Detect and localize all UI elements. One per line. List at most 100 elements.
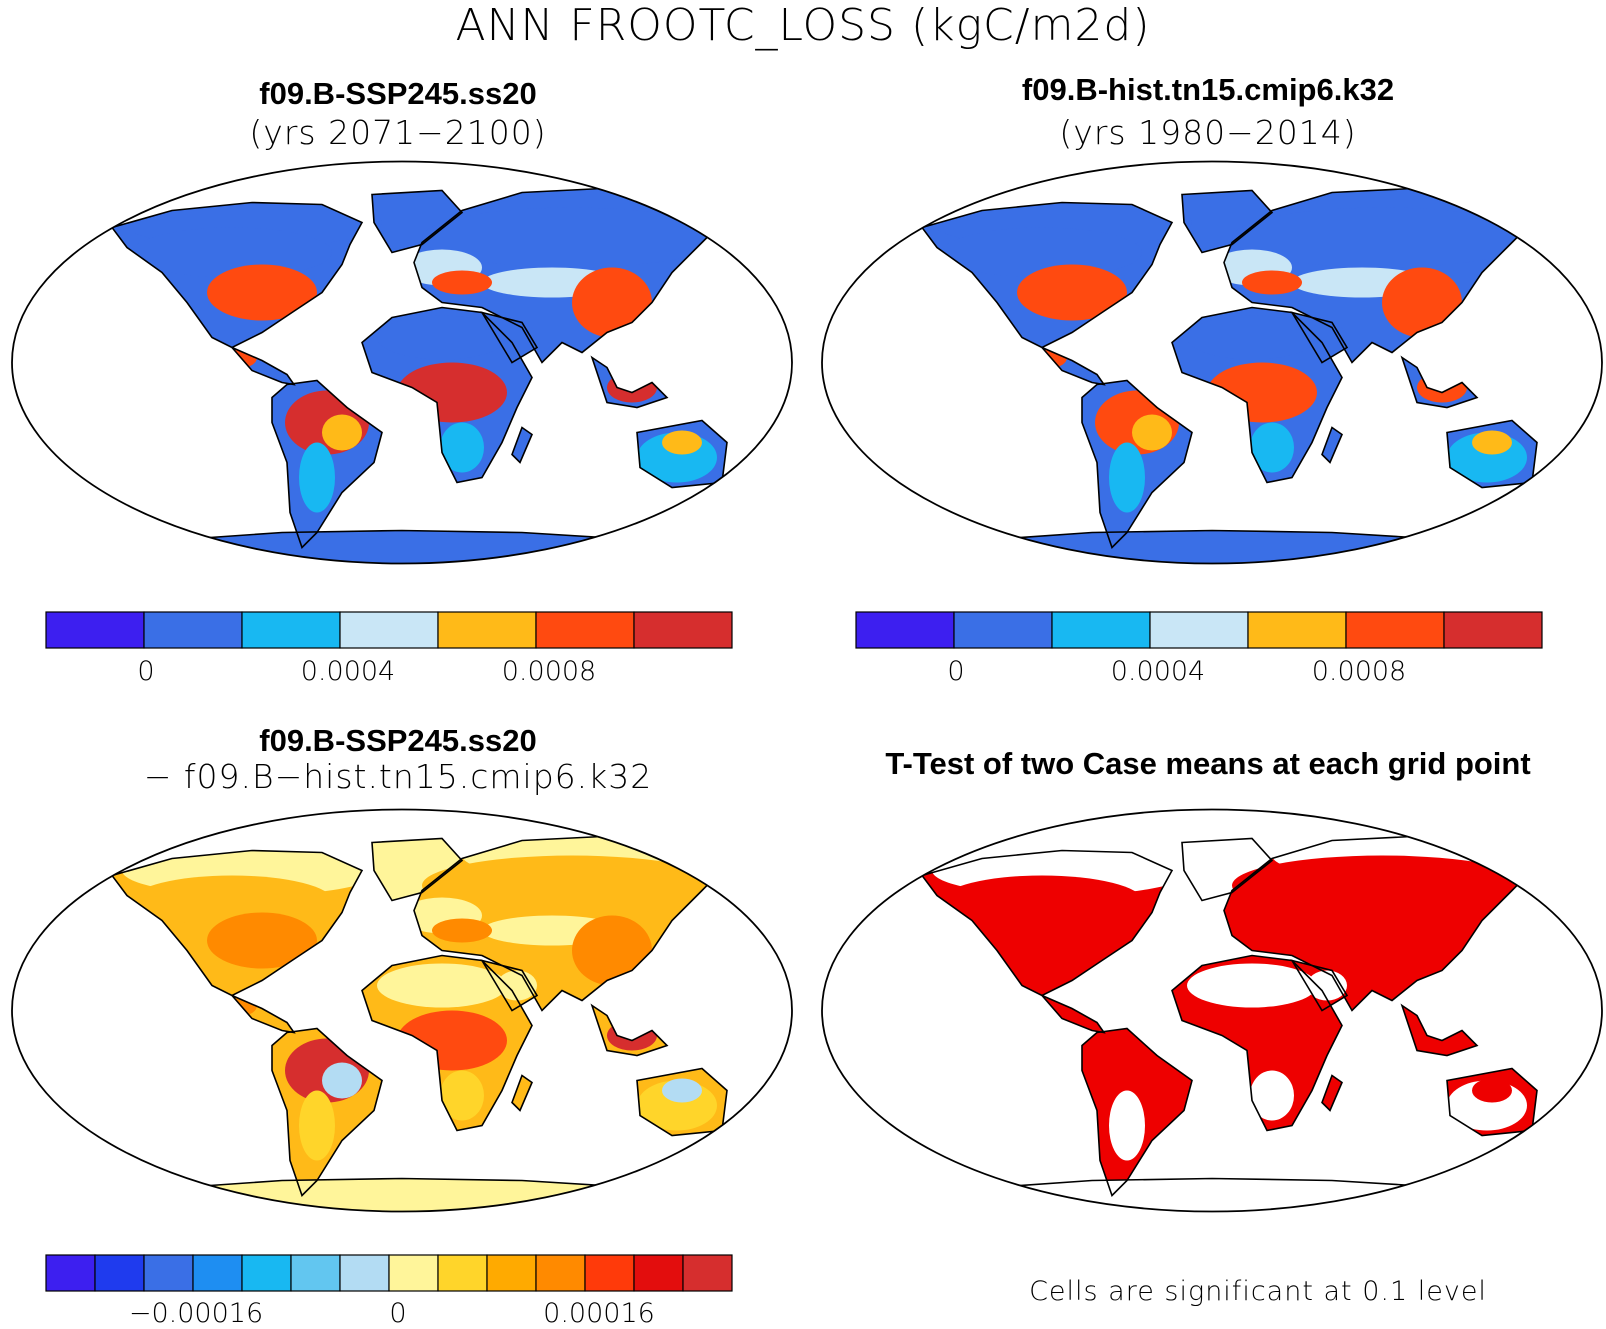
colorbar-swatch bbox=[535, 611, 635, 649]
colorbar-swatch bbox=[290, 1254, 341, 1292]
map-border bbox=[11, 808, 793, 1213]
coastline-africa bbox=[361, 306, 533, 484]
colorbar-swatch bbox=[437, 611, 537, 649]
coastline-madagascar bbox=[511, 1074, 533, 1112]
land-greenland bbox=[372, 190, 462, 253]
field-region bbox=[1232, 855, 1532, 916]
colorbar-swatch bbox=[437, 1254, 488, 1292]
coastline-arabia bbox=[1290, 311, 1349, 364]
field-region bbox=[662, 1078, 702, 1103]
field-region bbox=[942, 875, 1142, 926]
coastline-antarctica bbox=[976, 529, 1463, 564]
colorbar-top-right-tick: 0.0008 bbox=[1311, 656, 1407, 687]
colorbar-swatch bbox=[486, 1254, 537, 1292]
coastline-madagascar bbox=[511, 426, 533, 464]
coastline-antarctica bbox=[166, 1177, 653, 1212]
coastline-namerica bbox=[920, 849, 1174, 997]
significance-note: Cells are significant at 0.1 level bbox=[1029, 1276, 1487, 1307]
field-region bbox=[322, 1062, 362, 1099]
coastline-antarctica bbox=[166, 529, 653, 564]
field-region bbox=[1250, 422, 1294, 473]
map-border bbox=[11, 160, 793, 565]
map-top-right bbox=[821, 160, 1603, 565]
field-region bbox=[207, 264, 317, 321]
field-region bbox=[1232, 207, 1532, 268]
colorbar-swatch bbox=[339, 611, 439, 649]
panel-bottom-left-subtitle: − f09.B−hist.tn15.cmip6.k32 bbox=[143, 757, 653, 796]
field-region bbox=[1242, 270, 1302, 295]
colorbar-swatch bbox=[143, 1254, 194, 1292]
field-region bbox=[377, 315, 507, 360]
colorbar-swatch bbox=[45, 611, 145, 649]
field-region bbox=[1132, 1062, 1172, 1099]
colorbar-swatch bbox=[584, 1254, 635, 1292]
field-region bbox=[1109, 1090, 1145, 1161]
colorbar-top-right-tick: 0.0004 bbox=[1110, 656, 1206, 687]
colorbar-swatch bbox=[1051, 611, 1151, 649]
panel-top-left-years: (yrs 2071−2100) bbox=[249, 113, 547, 152]
field-region bbox=[1017, 912, 1127, 969]
colorbar-swatch bbox=[633, 611, 733, 649]
coastline-africa bbox=[1171, 954, 1343, 1132]
field-region bbox=[207, 912, 317, 969]
coastline-camerica bbox=[1041, 994, 1106, 1034]
field-region bbox=[942, 227, 1142, 278]
figure-title: ANN FROOTC_LOSS (kgC/m2d) bbox=[455, 0, 1151, 51]
coastline-africa bbox=[1171, 306, 1343, 484]
coastline-arabia bbox=[480, 959, 539, 1012]
field-region bbox=[377, 963, 507, 1008]
field-region bbox=[432, 270, 492, 295]
coastline-arabia bbox=[1290, 959, 1349, 1012]
coastline-seasia bbox=[590, 355, 669, 409]
colorbar-swatch bbox=[1345, 611, 1445, 649]
field-region bbox=[1382, 267, 1462, 338]
coastline-camerica bbox=[1041, 346, 1106, 386]
panel-top-right-years: (yrs 1980−2014) bbox=[1059, 113, 1357, 152]
colorbar-top-left bbox=[45, 611, 733, 649]
field-region bbox=[1472, 430, 1512, 455]
field-region bbox=[440, 1070, 484, 1121]
land-madagascar bbox=[512, 427, 532, 463]
coastline-namerica bbox=[110, 201, 364, 349]
colorbar-swatch bbox=[953, 611, 1053, 649]
field-region bbox=[572, 267, 652, 338]
map-border bbox=[821, 808, 1603, 1213]
colorbar-bottom-left bbox=[45, 1254, 733, 1292]
land-madagascar bbox=[1322, 1075, 1342, 1111]
coastline-madagascar bbox=[1321, 1074, 1343, 1112]
field-region bbox=[132, 227, 332, 278]
coastline-arabia bbox=[480, 311, 539, 364]
field-region bbox=[299, 1090, 335, 1161]
coastline-antarctica bbox=[976, 1177, 1463, 1212]
colorbar-bottom-left-tick: 0 bbox=[389, 1298, 407, 1329]
field-region bbox=[1017, 264, 1127, 321]
field-region bbox=[1109, 442, 1145, 513]
colorbar-swatch bbox=[855, 611, 955, 649]
colorbar-swatch bbox=[94, 1254, 145, 1292]
colorbar-top-left-tick: 0.0004 bbox=[300, 656, 396, 687]
colorbar-swatch bbox=[143, 611, 243, 649]
colorbar-swatch bbox=[633, 1254, 684, 1292]
coastline-namerica bbox=[110, 849, 364, 997]
panel-bottom-left-case: f09.B-SSP245.ss20 bbox=[259, 723, 537, 758]
map-bottom-left bbox=[11, 808, 793, 1213]
map-top-left bbox=[11, 160, 793, 565]
panel-top-left-case: f09.B-SSP245.ss20 bbox=[259, 76, 537, 111]
coastline-seasia bbox=[1400, 1003, 1479, 1057]
coastline-seasia bbox=[590, 1003, 669, 1057]
map-bottom-right bbox=[821, 808, 1603, 1213]
field-region bbox=[1382, 915, 1462, 986]
land-madagascar bbox=[1322, 427, 1342, 463]
field-region bbox=[572, 915, 652, 986]
colorbar-top-right-tick: 0 bbox=[947, 656, 965, 687]
land-greenland bbox=[1182, 838, 1272, 901]
coastline-camerica bbox=[231, 346, 296, 386]
field-region bbox=[1250, 1070, 1294, 1121]
field-region bbox=[1132, 414, 1172, 451]
coastline-namerica bbox=[920, 201, 1174, 349]
colorbar-top-right bbox=[855, 611, 1543, 649]
field-region bbox=[132, 875, 332, 926]
field-region bbox=[299, 442, 335, 513]
field-region bbox=[322, 414, 362, 451]
field-region bbox=[422, 855, 722, 916]
